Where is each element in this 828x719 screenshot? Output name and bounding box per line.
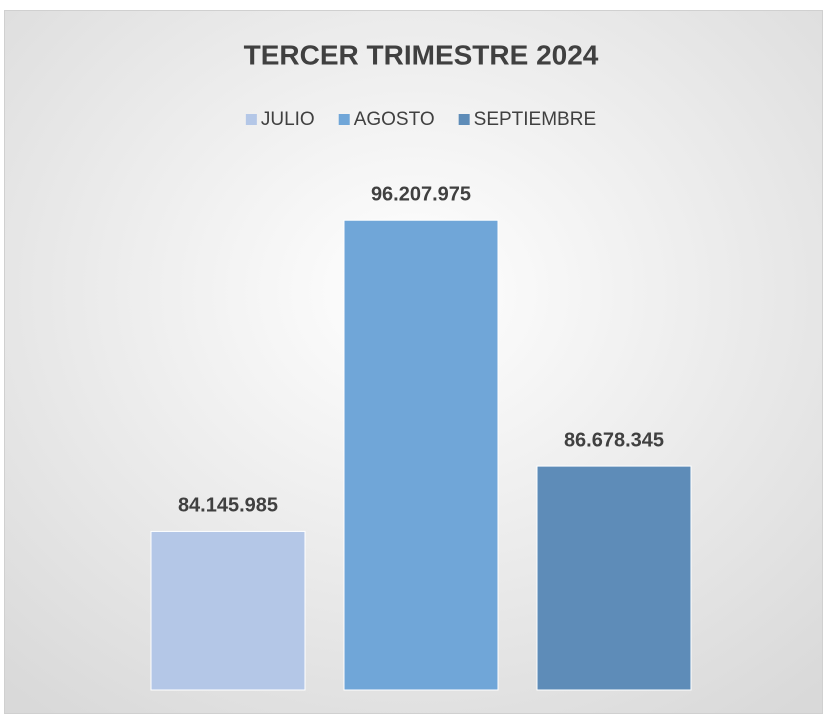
chart-title: TERCER TRIMESTRE 2024 xyxy=(244,39,599,70)
bar xyxy=(150,530,306,691)
data-label: 84.145.985 xyxy=(178,495,278,517)
legend-swatch xyxy=(338,114,350,125)
data-label: 86.678.345 xyxy=(564,429,664,451)
data-label: 96.207.975 xyxy=(371,184,471,206)
legend-label: AGOSTO xyxy=(354,109,435,130)
legend-label: SEPTIEMBRE xyxy=(474,109,596,130)
legend-swatch xyxy=(245,114,257,125)
legend-swatch xyxy=(458,114,470,125)
legend-label: JULIO xyxy=(261,109,315,130)
bar xyxy=(536,465,692,691)
bar xyxy=(343,219,499,691)
